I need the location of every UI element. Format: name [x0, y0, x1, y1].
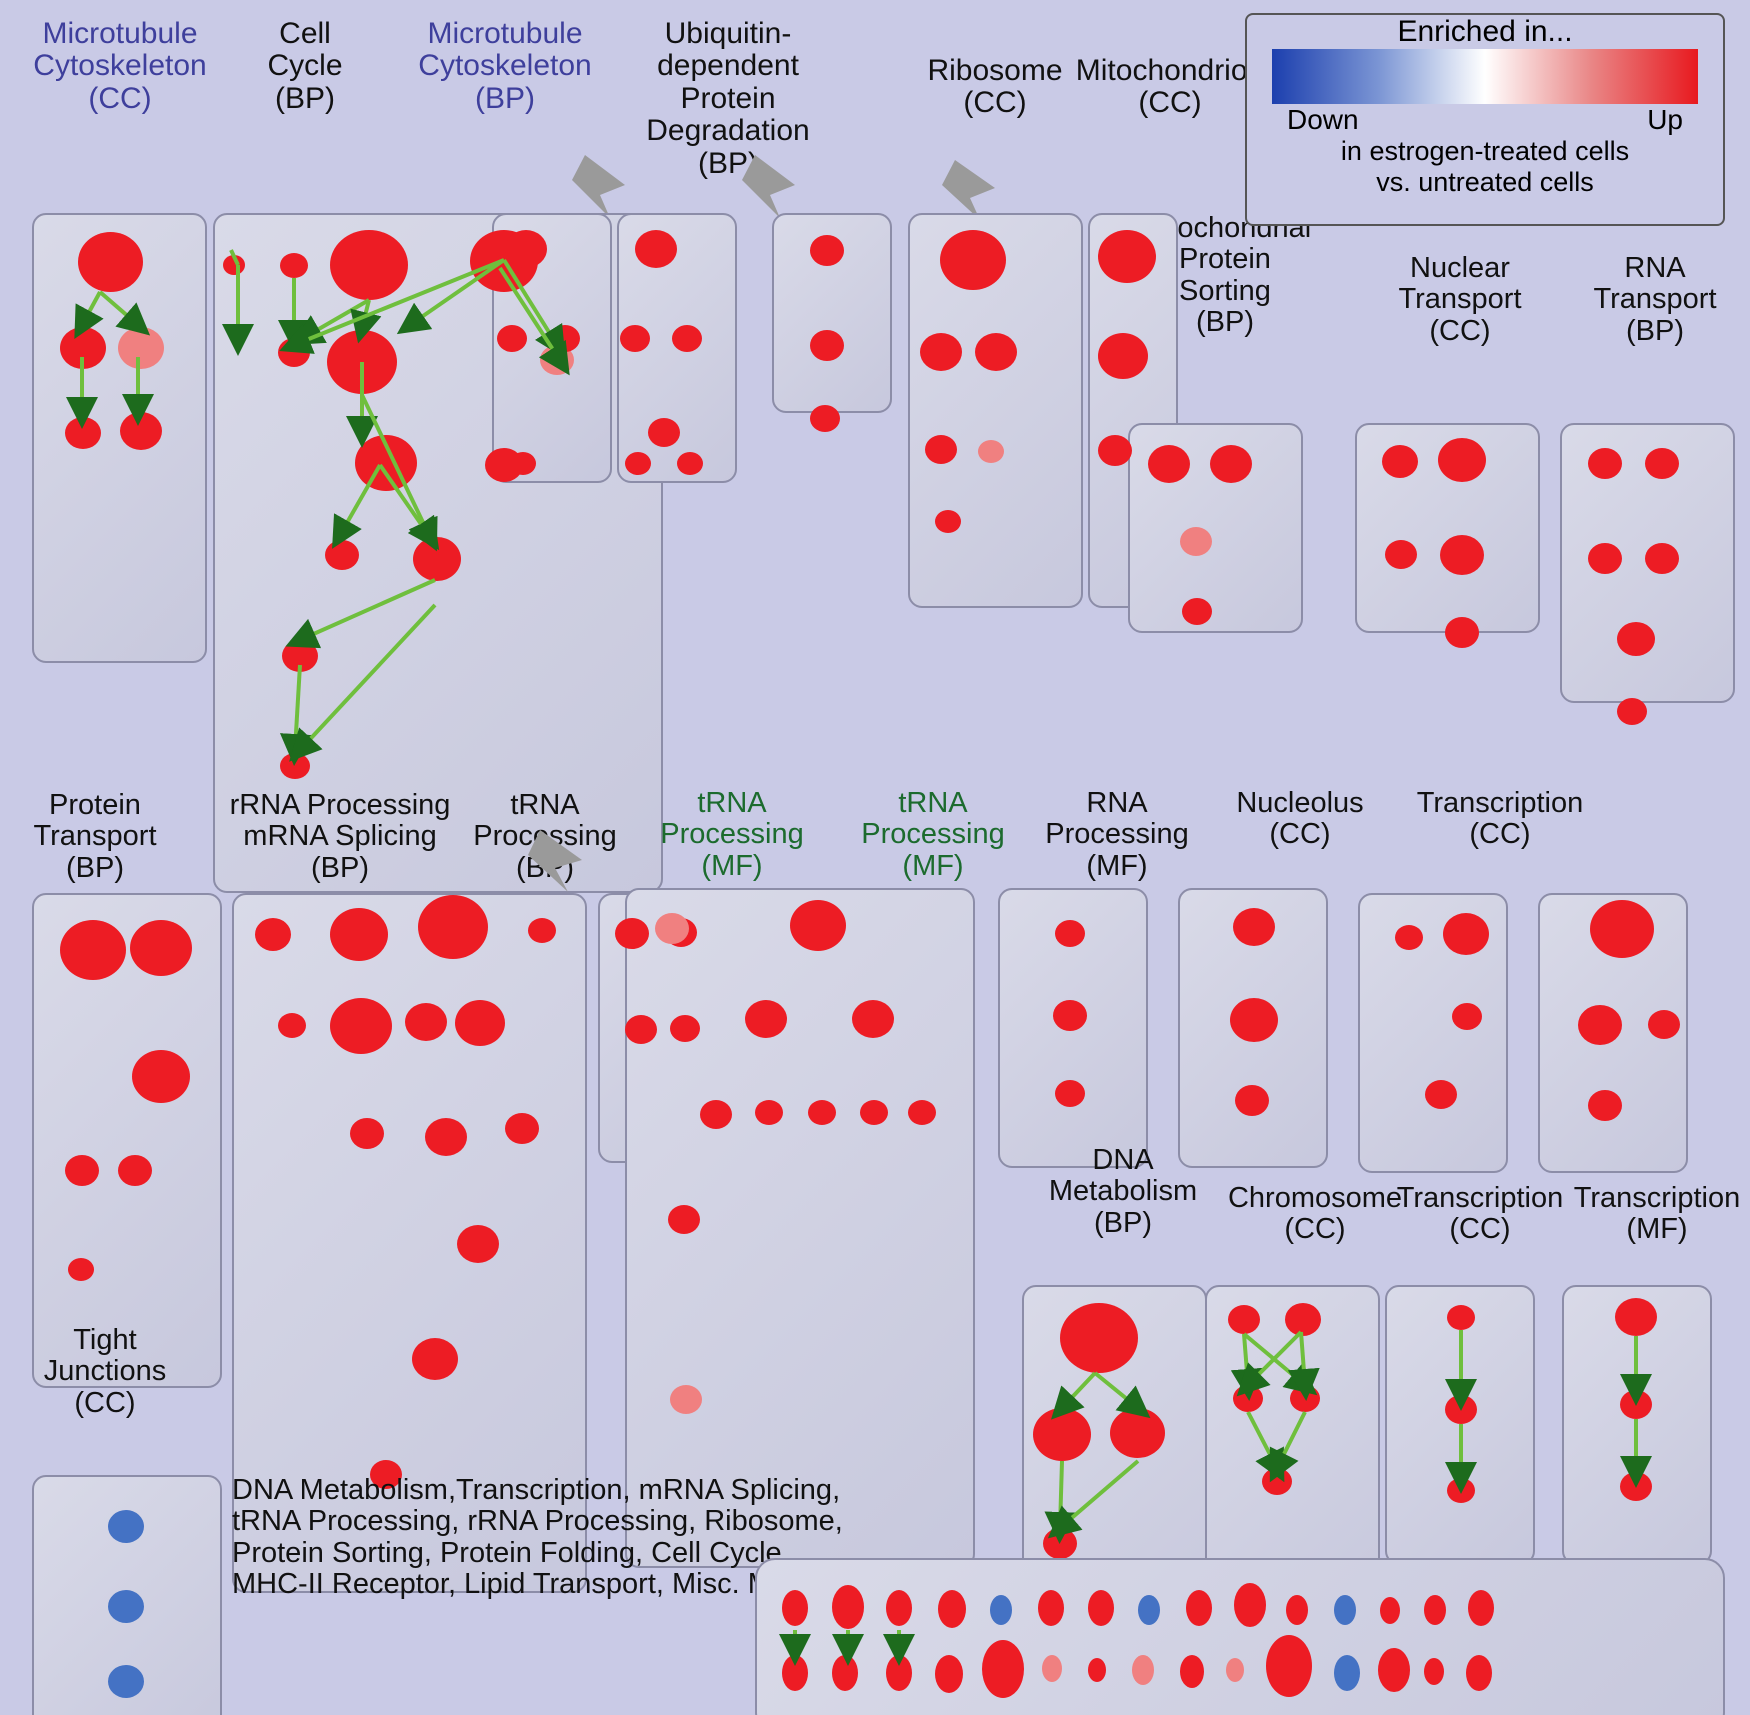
edge-lines-strip	[0, 0, 1750, 1715]
go-enrichment-network-diagram: Microtubule Cytoskeleton (CC) Cell Cycle (BP…	[0, 0, 1750, 1715]
